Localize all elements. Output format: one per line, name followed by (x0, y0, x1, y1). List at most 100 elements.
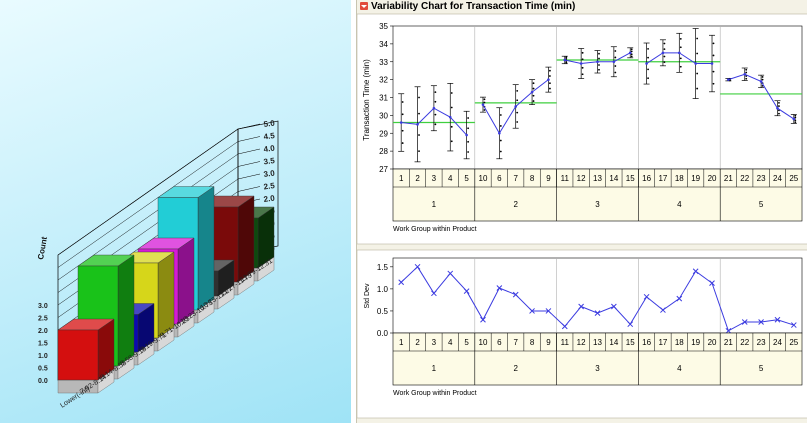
work-group-label: 17 (658, 174, 667, 183)
product-label: 5 (759, 200, 764, 209)
data-point (450, 92, 453, 94)
data-point (712, 42, 715, 45)
data-point (598, 52, 600, 55)
data-point (778, 101, 780, 104)
y-tick-label: 33 (379, 58, 388, 67)
data-point (549, 75, 551, 77)
work-group-label: 13 (593, 174, 602, 183)
stddev-marker (431, 290, 437, 297)
cell-mean-marker (694, 62, 697, 65)
data-point (696, 87, 699, 90)
data-point (614, 71, 617, 74)
stddev-marker (463, 288, 470, 294)
work-group-label: 1 (399, 174, 404, 183)
product-label: 1 (432, 364, 437, 373)
data-point (663, 61, 666, 64)
data-point (778, 112, 780, 115)
cell-mean-marker (416, 123, 419, 126)
cell-mean-marker (727, 78, 730, 81)
bottom-table (392, 332, 803, 386)
data-point (401, 113, 404, 116)
product-label: 5 (759, 364, 764, 373)
data-point (761, 78, 764, 81)
work-group-label: 15 (626, 174, 635, 183)
cell-mean-marker (743, 72, 747, 76)
stddev-marker (414, 263, 421, 270)
data-point (516, 89, 519, 92)
data-point (499, 150, 502, 153)
work-group-label: 24 (773, 338, 782, 347)
bar-side (197, 186, 215, 311)
cell-mean-marker (776, 106, 779, 110)
data-point (614, 50, 617, 52)
work-group-label: 16 (642, 174, 651, 183)
cell-mean-marker (481, 103, 485, 106)
work-group-label: 9 (546, 338, 551, 347)
stddev-marker (512, 291, 519, 298)
y-tick-label: 27 (379, 165, 388, 174)
histogram-panel: 0.00.51.01.52.02.53.03.54.04.55.00.00.51… (0, 0, 351, 423)
product-label: 2 (513, 200, 518, 209)
top-table (392, 168, 803, 222)
back-gridline (237, 186, 261, 192)
stddev-marker (741, 319, 748, 325)
data-point (499, 125, 502, 127)
cell-mean-marker (792, 117, 796, 121)
y-tick-label: 1.5 (377, 263, 389, 272)
data-point (745, 71, 748, 74)
y-tick-label: 1.0 (38, 353, 48, 360)
data-point (516, 121, 519, 123)
data-point (401, 101, 404, 103)
data-point (696, 72, 699, 75)
data-point (679, 65, 682, 68)
y-tick-label: 1.5 (38, 341, 48, 348)
cell-mean-marker (563, 58, 567, 62)
cell-mean-marker (514, 105, 517, 108)
variability-chart-panel: Variability Chart for Transaction Time (… (356, 0, 807, 423)
stddev-marker (529, 308, 535, 314)
work-group-label: 14 (609, 174, 618, 183)
work-group-label: 22 (740, 174, 749, 183)
data-point (696, 52, 699, 55)
data-point (647, 77, 649, 80)
work-group-label: 25 (789, 338, 798, 347)
data-point (630, 48, 633, 51)
work-group-label: 22 (740, 338, 749, 347)
cell-mean-marker (678, 51, 681, 55)
stddev-marker (496, 285, 503, 291)
z-tick-label: 4.0 (263, 143, 276, 154)
data-point (679, 37, 682, 40)
y-tick-label: 30 (379, 111, 388, 120)
data-point (630, 55, 633, 58)
cell-mean-marker (759, 80, 763, 83)
data-point (434, 123, 437, 126)
data-point (778, 105, 780, 107)
stddev-marker (676, 295, 683, 302)
data-point (549, 69, 551, 72)
stddev-marker (758, 319, 764, 325)
y-tick-label: 28 (379, 147, 388, 156)
stddev-marker (790, 322, 797, 328)
cell-mean-marker (530, 90, 534, 94)
work-group-label: 25 (789, 174, 798, 183)
y-tick-label: 0.5 (377, 307, 389, 316)
back-gridline (237, 136, 261, 142)
x-axis-label: Work Group within Product (393, 390, 477, 397)
data-point (794, 116, 797, 119)
side-gridline (57, 141, 239, 268)
work-group-label: 17 (658, 338, 667, 347)
work-group-label: 24 (773, 174, 782, 183)
stddev-marker (545, 308, 552, 314)
stddev-marker (611, 303, 617, 310)
chart-title-bar: Variability Chart for Transaction Time (… (357, 0, 807, 14)
product-label: 4 (677, 200, 682, 209)
cell-mean-marker (645, 62, 648, 65)
stddev-marker (447, 270, 454, 277)
cell-mean-marker (448, 115, 452, 119)
stddev-marker (692, 268, 699, 275)
disclosure-triangle-icon[interactable] (360, 2, 368, 10)
data-point (532, 100, 535, 102)
cell-mean-marker (710, 62, 714, 65)
z-tick-label: 2.5 (263, 181, 276, 192)
y-tick-label: 2.5 (38, 316, 48, 323)
